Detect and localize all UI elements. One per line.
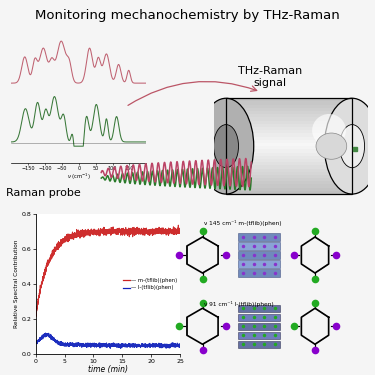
Bar <box>226 117 352 121</box>
Bar <box>226 188 352 191</box>
Bar <box>226 143 352 146</box>
Polygon shape <box>238 233 280 241</box>
X-axis label: time (min): time (min) <box>88 365 128 374</box>
Bar <box>226 162 352 165</box>
Bar <box>226 124 352 127</box>
Ellipse shape <box>340 124 364 168</box>
Polygon shape <box>238 332 280 339</box>
Bar <box>226 178 352 181</box>
Bar <box>226 191 352 194</box>
Bar <box>226 136 352 140</box>
Ellipse shape <box>324 98 375 194</box>
Ellipse shape <box>198 98 254 194</box>
Text: ν 91 cm⁻¹ l-(tflib)(phen): ν 91 cm⁻¹ l-(tflib)(phen) <box>204 301 274 307</box>
Bar <box>226 165 352 168</box>
Bar <box>226 127 352 130</box>
Bar <box>226 153 352 156</box>
Ellipse shape <box>214 124 238 168</box>
Text: THz-Raman
signal: THz-Raman signal <box>238 66 302 88</box>
Bar <box>226 98 352 102</box>
Polygon shape <box>238 314 280 321</box>
Bar <box>226 121 352 124</box>
Bar <box>226 181 352 184</box>
Bar <box>226 149 352 153</box>
Bar <box>226 114 352 117</box>
Polygon shape <box>238 269 280 277</box>
Bar <box>226 156 352 159</box>
Bar <box>226 134 352 136</box>
Polygon shape <box>238 322 280 330</box>
Bar <box>226 172 352 175</box>
X-axis label: $\nu$ (cm$^{-1}$): $\nu$ (cm$^{-1}$) <box>67 172 91 182</box>
Polygon shape <box>226 98 352 194</box>
Polygon shape <box>238 242 280 250</box>
Bar <box>226 111 352 114</box>
Bar <box>226 108 352 111</box>
Bar <box>226 146 352 149</box>
Bar <box>226 102 352 105</box>
Bar <box>226 159 352 162</box>
Bar <box>226 140 352 143</box>
Text: Raman probe: Raman probe <box>6 188 81 198</box>
Bar <box>226 130 352 134</box>
Bar <box>226 105 352 108</box>
Polygon shape <box>238 251 280 259</box>
Text: ν 145 cm⁻¹ m-(tflib)(phen): ν 145 cm⁻¹ m-(tflib)(phen) <box>204 220 282 226</box>
Text: Monitoring mechanochemistry by THz-Raman: Monitoring mechanochemistry by THz-Raman <box>35 9 340 22</box>
Polygon shape <box>238 340 280 348</box>
Bar <box>226 184 352 188</box>
Circle shape <box>316 133 347 159</box>
Y-axis label: Relative Spectral Contribution: Relative Spectral Contribution <box>14 240 19 328</box>
Bar <box>226 175 352 178</box>
Ellipse shape <box>312 114 346 147</box>
Polygon shape <box>238 260 280 268</box>
Legend: — m-(tflib)(phen), — l-(tflib)(phen): — m-(tflib)(phen), — l-(tflib)(phen) <box>123 278 177 290</box>
Polygon shape <box>238 304 280 312</box>
Bar <box>226 168 352 172</box>
